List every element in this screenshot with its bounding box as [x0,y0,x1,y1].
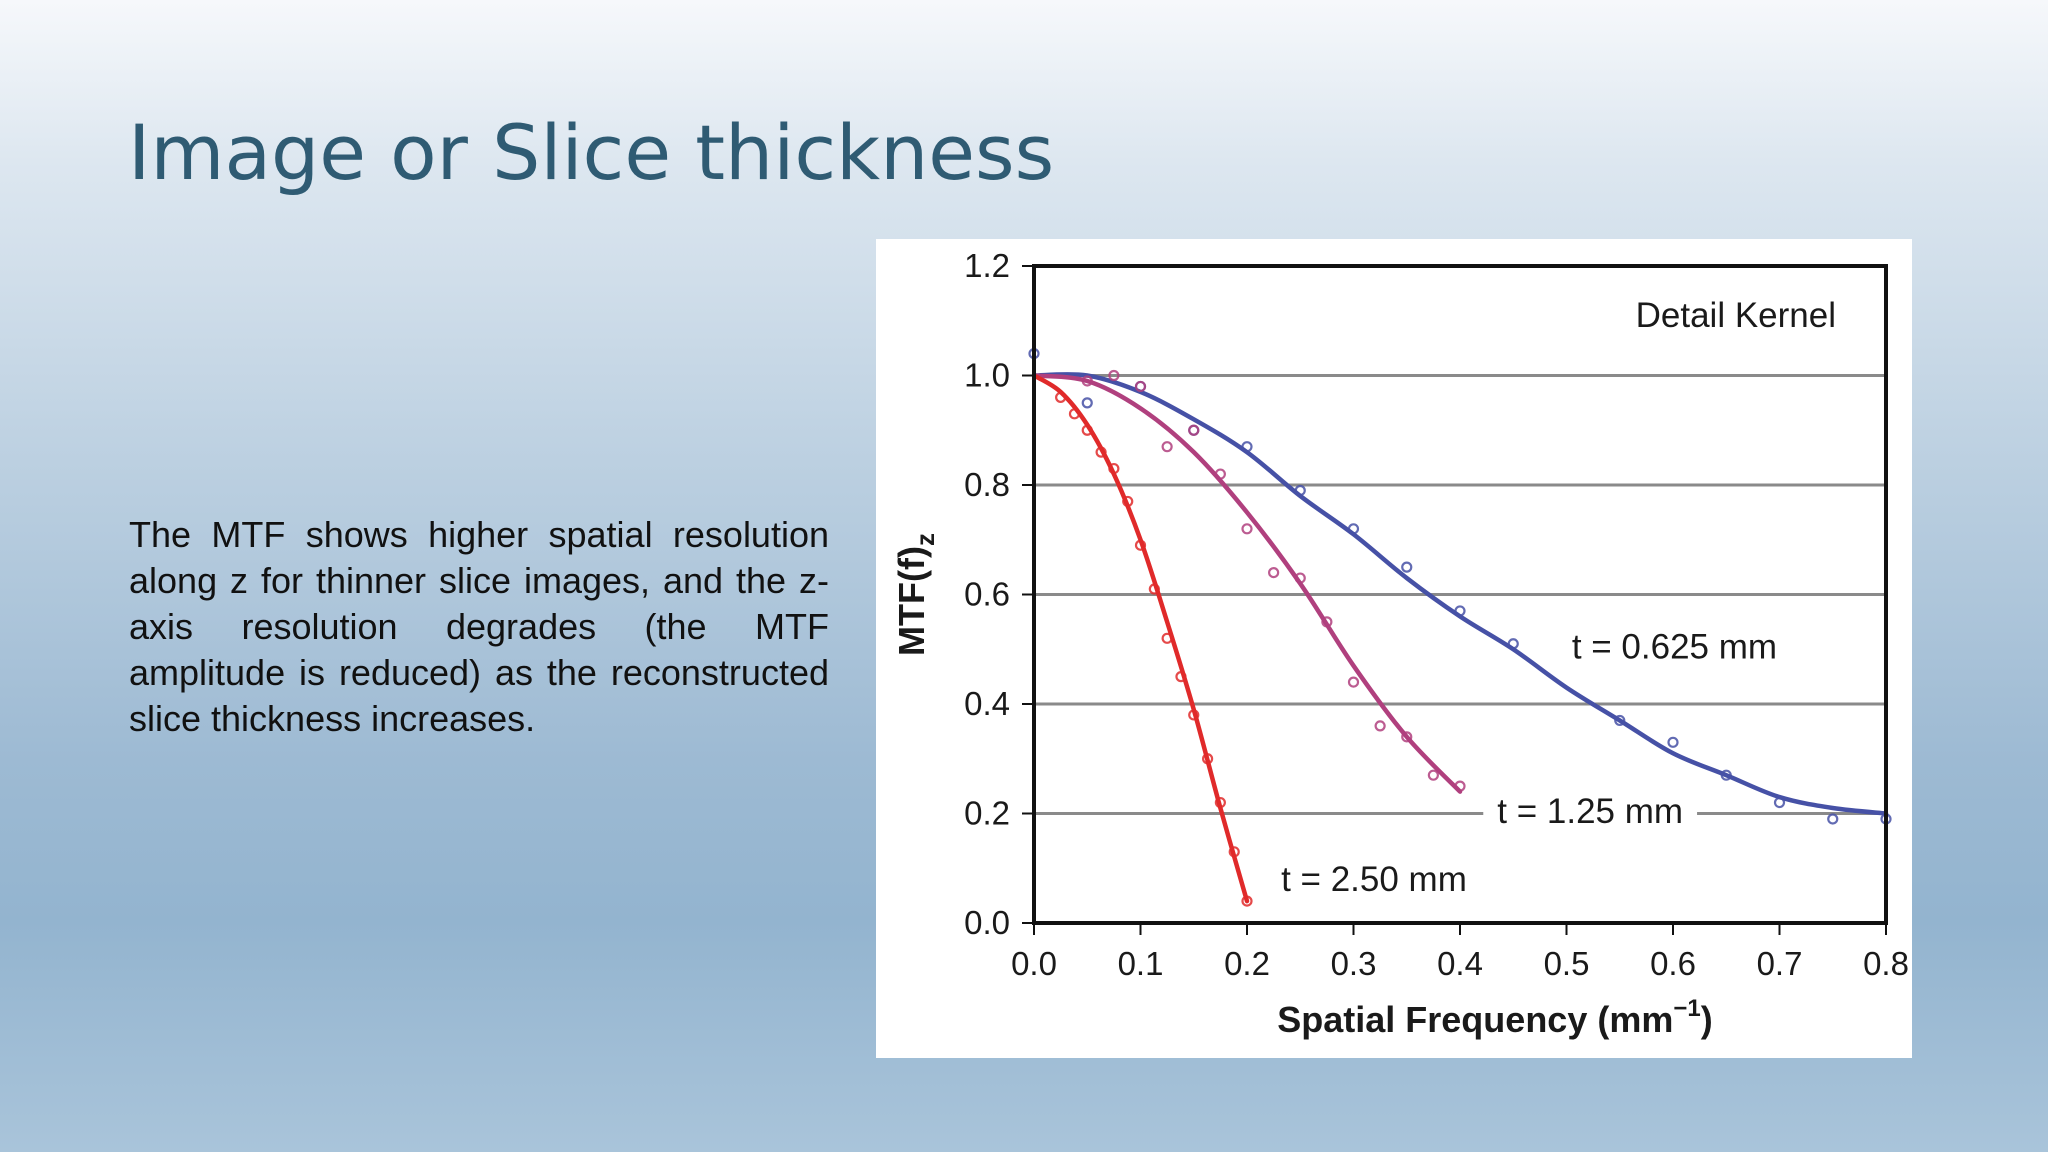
data-point [1347,523,1360,535]
data-point [1214,468,1226,480]
data-point [1241,441,1253,453]
series-label: t = 2.50 mm [1281,860,1467,899]
series-points [1028,347,1892,907]
x-tick-label: 0.1 [1118,945,1164,982]
data-point [1188,424,1200,436]
data-point [1241,523,1253,535]
data-point [1321,616,1333,628]
data-point [1201,753,1214,765]
x-tick-label: 0.6 [1650,945,1696,982]
y-axis-title-main: MTF(f) [891,546,932,656]
data-point [1081,397,1093,409]
data-point [1827,813,1839,825]
chart-panel: 0.0 0.2 0.4 0.6 0.8 1.0 1.2 0.0 0.1 0.2 0.3 0.4 0.5 0… [876,239,1912,1058]
y-tick-label: 1.2 [964,247,1010,284]
data-point [1667,736,1679,748]
data-point [1148,583,1160,595]
y-tick-label: 0.6 [964,576,1010,613]
series-label-background [1483,788,1698,833]
x-axis-title-sup: −1 [1673,995,1700,1022]
data-point [1175,671,1187,683]
data-point [1347,676,1360,688]
data-point [1134,380,1147,393]
y-tick-label: 1.0 [964,357,1010,394]
data-point [1108,369,1120,382]
data-point [1427,769,1439,781]
data-point [1161,441,1173,453]
grid-lines [1034,374,1886,815]
x-axis-title-tail: ) [1701,999,1713,1040]
data-point [1773,796,1786,809]
y-tick-label: 0.0 [964,904,1010,941]
data-point [1294,572,1306,584]
data-point [1294,484,1306,497]
x-tick-label: 0.4 [1437,945,1483,982]
x-tick-label: 0.5 [1544,945,1590,982]
data-point [1401,731,1413,743]
x-tick-label: 0.3 [1331,945,1377,982]
data-point [1720,769,1732,781]
data-point [1108,462,1120,475]
data-point [1095,446,1107,458]
series-line [1031,373,1463,794]
series-label-background [1557,624,1792,669]
data-point [1122,495,1134,508]
series-label-background [1267,857,1481,902]
tick-labels: 0.0 0.2 0.4 0.6 0.8 1.0 1.2 0.0 0.1 0.2 0.3 0.4 0.5 0… [964,247,1909,982]
data-point [1454,780,1466,792]
mtf-chart: 0.0 0.2 0.4 0.6 0.8 1.0 1.2 0.0 0.1 0.2 0.3 0.4 0.5 0… [891,247,1909,1040]
data-point [1614,714,1626,727]
data-point [1214,796,1226,809]
body-text: The MTF shows higher spatial resolution … [129,514,829,739]
y-tick-label: 0.2 [964,795,1010,832]
data-point [1161,632,1173,644]
x-axis-title-main: Spatial Frequency (mm [1277,999,1673,1040]
y-tick-label: 0.8 [964,466,1010,503]
y-axis-title-sub: z [910,533,940,546]
x-tick-label: 0.7 [1757,945,1803,982]
x-tick-label: 0.2 [1224,945,1270,982]
data-point [1188,709,1200,721]
data-point [1454,605,1466,617]
data-point [1134,539,1147,551]
data-point [1401,561,1413,573]
data-point [1241,895,1253,907]
series-label: t = 0.625 mm [1572,628,1777,667]
data-point [1081,424,1093,436]
data-point [1268,567,1280,579]
y-tick-label: 0.4 [964,685,1010,722]
data-point [1081,375,1093,387]
x-axis-title: Spatial Frequency (mm−1) [1277,995,1712,1040]
x-tick-label: 0.8 [1863,945,1909,982]
slide-title: Image or Slice thickness [128,108,1055,197]
data-point [1507,638,1519,650]
series-line [1031,373,1250,904]
data-point [1228,846,1240,858]
kernel-annotation: Detail Kernel [1636,296,1836,335]
data-point [1374,720,1386,732]
x-tick-label: 0.0 [1011,945,1057,982]
series-labels: t = 0.625 mm t = 1.25 mm t = 2.50 mm [1267,624,1792,902]
y-axis-title: MTF(f)z [891,533,940,656]
data-point [1055,391,1067,403]
series-label: t = 1.25 mm [1497,792,1683,831]
data-point [1068,408,1081,420]
